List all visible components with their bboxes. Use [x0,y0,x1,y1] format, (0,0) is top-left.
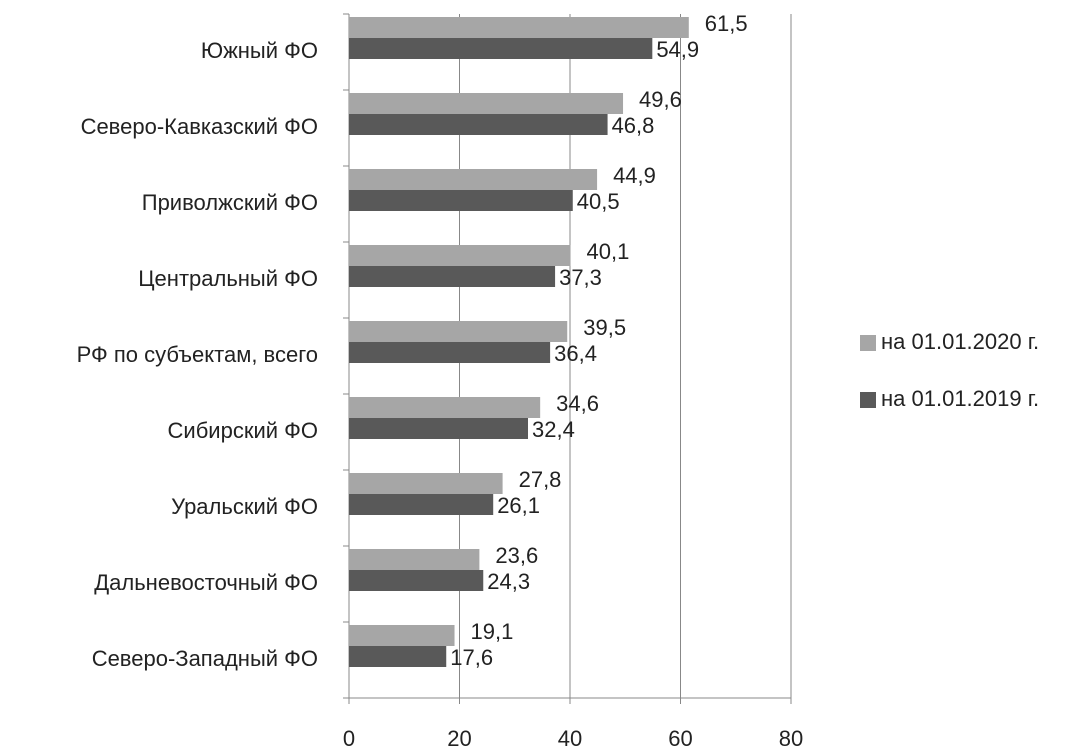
y-tick-label: Южный ФО [201,38,318,63]
data-label: 27,8 [519,467,562,492]
bar [349,93,624,114]
bar [349,625,455,646]
bar [349,38,653,59]
y-tick-label: Дальневосточный ФО [94,570,318,595]
legend-swatch [860,392,876,408]
bar [349,17,689,38]
y-tick-label: Северо-Кавказский ФО [81,114,318,139]
y-tick-label: Центральный ФО [138,266,318,291]
bar [349,397,541,418]
y-tick-label: Северо-Западный ФО [92,646,318,671]
data-label: 49,6 [639,87,682,112]
data-label: 34,6 [556,391,599,416]
bar [349,321,568,342]
bar [349,114,608,135]
data-label: 23,6 [495,543,538,568]
legend-label: на 01.01.2020 г. [881,329,1039,354]
data-label: 26,1 [497,493,540,518]
bar [349,342,551,363]
bar [349,418,529,439]
data-label: 17,6 [450,645,493,670]
x-tick-label: 0 [343,726,355,751]
y-tick-label: Приволжский ФО [142,190,318,215]
bar [349,646,447,667]
bar [349,549,480,570]
legend-label: на 01.01.2019 г. [881,386,1039,411]
y-tick-label: Сибирский ФО [168,418,318,443]
bar [349,190,573,211]
data-label: 54,9 [656,37,699,62]
bar [349,494,494,515]
data-label: 44,9 [613,163,656,188]
bar [349,570,484,591]
y-tick-label: РФ по субъектам, всего [77,342,318,367]
legend-swatch [860,335,876,351]
x-tick-label: 80 [779,726,803,751]
data-label: 61,5 [705,11,748,36]
bar [349,245,571,266]
data-label: 32,4 [532,417,575,442]
data-label: 37,3 [559,265,602,290]
x-tick-label: 60 [668,726,692,751]
x-tick-label: 20 [447,726,471,751]
data-label: 39,5 [583,315,626,340]
bar [349,473,503,494]
data-label: 46,8 [612,113,655,138]
y-tick-label: Уральский ФО [171,494,318,519]
data-label: 36,4 [554,341,597,366]
data-label: 40,5 [577,189,620,214]
bar [349,169,598,190]
bar [349,266,556,287]
x-tick-label: 40 [558,726,582,751]
data-label: 40,1 [587,239,630,264]
data-label: 24,3 [487,569,530,594]
data-label: 19,1 [471,619,514,644]
